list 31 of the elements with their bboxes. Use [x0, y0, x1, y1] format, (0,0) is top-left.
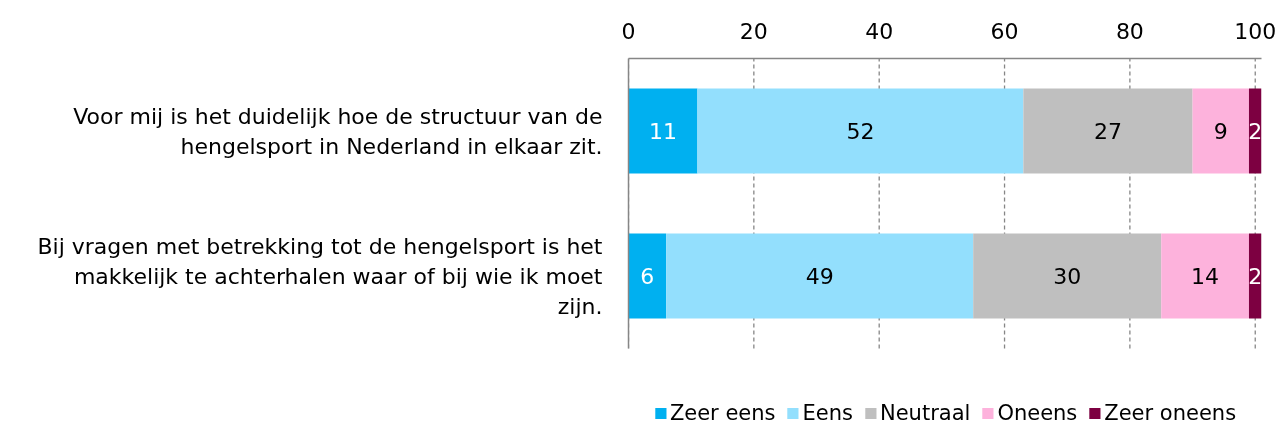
bar — [666, 233, 974, 319]
x-tick-label: 40 — [865, 18, 894, 44]
legend-label: Zeer eens — [669, 401, 776, 425]
x-tick-label: 0 — [621, 18, 636, 44]
bar — [1161, 233, 1249, 319]
bar — [1192, 88, 1249, 174]
data-label: 27 — [1093, 119, 1122, 144]
data-label: 30 — [1053, 264, 1082, 289]
bar — [697, 88, 1024, 174]
data-label: 52 — [846, 119, 875, 144]
x-tick-label: 60 — [990, 18, 1019, 44]
bar — [628, 233, 667, 319]
x-tick-label: 100 — [1234, 18, 1277, 44]
data-label: 9 — [1213, 119, 1228, 144]
bar — [973, 233, 1162, 319]
legend-label: Oneens — [997, 401, 1078, 425]
data-label: 2 — [1248, 119, 1263, 144]
data-label: 11 — [648, 119, 677, 144]
y-tick-label: Bij vragen met betrekking tot de hengelsport is het makkelijk te achterhalen waar of bij wie ik moet zijn. — [37, 233, 603, 319]
data-label: 6 — [640, 264, 655, 289]
x-tick-label: 20 — [739, 18, 768, 44]
data-label: 14 — [1191, 264, 1220, 289]
y-tick-label: Voor mij is het duidelijk hoe de structuur van de hengelsport in Nederland in elkaar zit. — [73, 103, 603, 159]
bar — [1023, 88, 1193, 174]
legend-label: Neutraal — [879, 401, 971, 425]
bar — [628, 88, 698, 174]
legend-label: Zeer oneens — [1104, 401, 1237, 425]
x-tick-label: 80 — [1115, 18, 1144, 44]
legend-label: Eens — [802, 401, 853, 425]
data-label: 2 — [1248, 264, 1263, 289]
data-label: 49 — [805, 264, 834, 289]
